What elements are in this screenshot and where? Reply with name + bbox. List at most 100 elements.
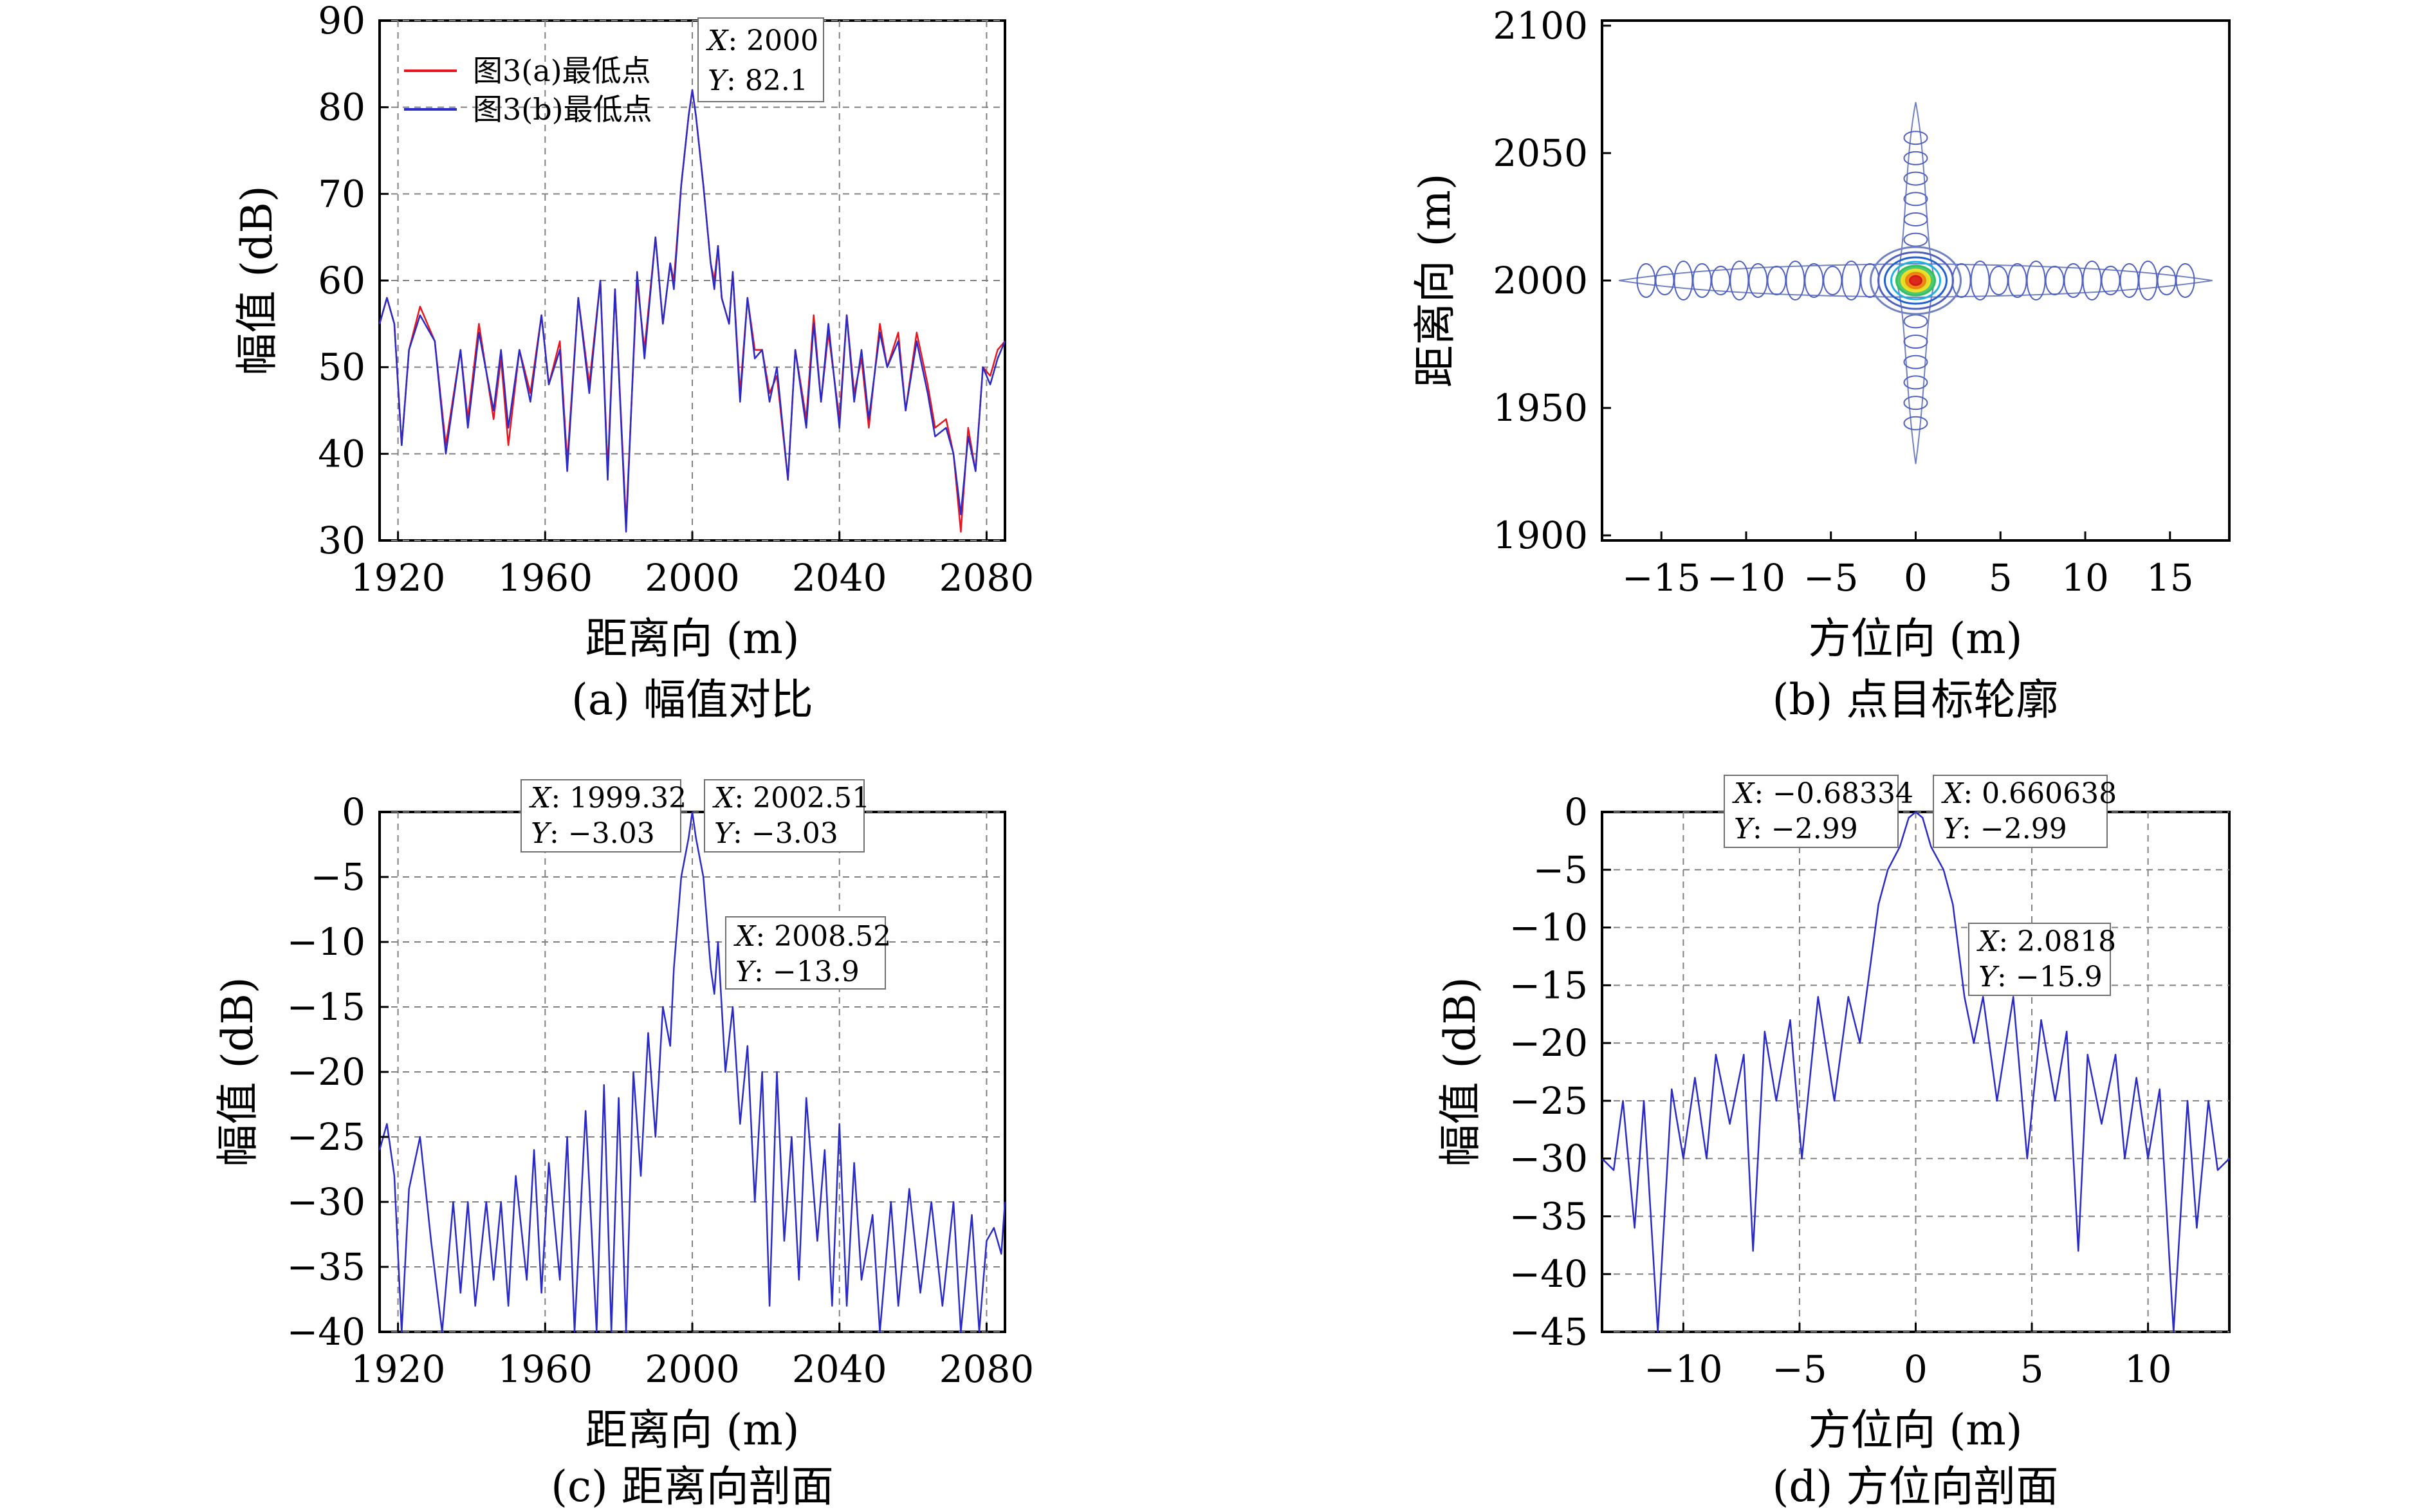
x-tick-label: 2040	[792, 556, 887, 600]
series-line-1	[1601, 811, 2230, 1333]
panel-a-xlabel: 距离向 (m)	[585, 614, 799, 663]
panel-a-ticks: 1920 1960 2000 2040 2080 30 40 50 60 70 80 90	[318, 0, 1034, 600]
panel-b-caption: (b) 点目标轮廓	[1773, 675, 2059, 724]
panel-d-xlabel: 方位向 (m)	[1808, 1405, 2022, 1455]
datatip-x-label: X: 0.660638	[1941, 777, 2117, 810]
x-tick-label: 2000	[645, 556, 740, 600]
contour-sidelobe	[1903, 192, 1928, 207]
datatip-y-label: Y: −3.03	[714, 817, 838, 850]
panel-b-ticks: −15 −10 −5 0 5 10 15 1900 1950 2000 2050 2100	[1493, 4, 2193, 600]
panel-c-ylabel: 幅值 (dB)	[213, 977, 263, 1166]
panel-a: 1920 1960 2000 2040 2080 30 40 50 60 70 80 90 图3(a)…	[232, 0, 1034, 724]
y-tick-label: 2050	[1493, 131, 1588, 175]
x-tick-label: 0	[1904, 1347, 1928, 1391]
x-tick-label: −5	[1772, 1347, 1827, 1391]
x-tick-label: 1920	[351, 556, 446, 600]
x-tick-label: −10	[1644, 1347, 1722, 1391]
contour-mainlobe	[1890, 261, 1941, 300]
x-tick-label: 2000	[645, 1347, 740, 1391]
y-tick-label: −25	[287, 1115, 365, 1159]
y-tick-label: 2000	[1493, 259, 1588, 302]
panel-d-datatip-2[interactable]: X: 0.660638 Y: −2.99	[1933, 775, 2117, 848]
panel-b-ylabel: 距离向 (m)	[1410, 173, 1460, 387]
y-tick-label: 90	[318, 0, 365, 42]
panel-c-datatip-3[interactable]: X: 2008.52 Y: −13.9	[725, 916, 891, 990]
x-tick-label: 10	[2124, 1347, 2172, 1391]
datatip-x-label: X: 2002.51	[712, 782, 870, 815]
y-tick-label: 80	[318, 86, 365, 129]
y-tick-label: −10	[287, 920, 365, 964]
x-tick-label: 10	[2061, 556, 2109, 600]
contour-mainlobe	[1877, 251, 1954, 310]
legend-label-a-red: 图3(a)最低点	[473, 53, 651, 88]
panel-a-datatip-1[interactable]: X: 2000 Y: 82.1	[697, 17, 824, 102]
x-tick-label: 0	[1904, 556, 1928, 600]
y-tick-label: 30	[318, 519, 365, 562]
y-tick-label: −10	[1509, 906, 1588, 950]
panel-d-ticks: −10 −5 0 5 10 0 −5 −10 −15 −20 −25 −30 −35 −40 −45	[1509, 790, 2172, 1391]
panel-b: −15 −10 −5 0 5 10 15 1900 1950 2000 2050 2100 方位向 (…	[1410, 4, 2231, 724]
x-tick-label: 2080	[939, 1347, 1035, 1391]
contour-azimuth-lobe	[1619, 263, 2213, 299]
x-tick-label: 2080	[939, 556, 1035, 600]
y-tick-label: −45	[1509, 1310, 1588, 1354]
legend-label-a-blue: 图3(b)最低点	[473, 92, 652, 127]
x-tick-label: 1960	[497, 1347, 593, 1391]
y-tick-label: 0	[342, 790, 365, 834]
contour-sidelobe	[1903, 355, 1928, 369]
contour-sidelobe	[2175, 263, 2195, 298]
x-tick-label: −15	[1622, 556, 1700, 600]
panel-a-grid	[380, 20, 1005, 541]
y-tick-label: −30	[287, 1180, 365, 1224]
panel-c-datatip-1[interactable]: X: 1999.32 Y: −3.03	[520, 779, 686, 853]
y-tick-label: −15	[287, 985, 365, 1029]
panel-c-grid	[380, 811, 1005, 1332]
x-tick-label: 2040	[792, 1347, 887, 1391]
series-line-1	[378, 811, 1006, 1333]
x-tick-label: 5	[1989, 556, 2013, 600]
y-tick-label: 50	[318, 346, 365, 389]
datatip-x-label: X: −0.68334	[1732, 777, 1913, 810]
y-tick-label: −40	[287, 1310, 365, 1354]
panel-d-caption: (d) 方位向剖面	[1773, 1462, 2059, 1511]
datatip-x-label: X: 2000	[706, 24, 818, 57]
panel-c-series	[378, 811, 1006, 1333]
panel-c-caption: (c) 距离向剖面	[551, 1462, 833, 1511]
y-tick-label: −20	[287, 1050, 365, 1094]
contour-sidelobe	[1903, 375, 1928, 390]
contour-range-lobe	[1895, 102, 1936, 465]
y-tick-label: 0	[1564, 790, 1588, 834]
datatip-y-label: Y: −2.99	[1734, 813, 1858, 845]
panel-c-xlabel: 距离向 (m)	[585, 1405, 799, 1455]
panel-a-legend: 图3(a)最低点 图3(b)最低点	[404, 53, 652, 127]
x-tick-label: 1960	[497, 556, 593, 600]
y-tick-label: −5	[1533, 848, 1589, 892]
contour-sidelobe	[1903, 151, 1928, 165]
datatip-x-label: X: 2008.52	[733, 920, 891, 953]
y-tick-label: −15	[1509, 963, 1588, 1007]
contour-sidelobe	[1903, 416, 1928, 430]
contour-sidelobe	[1903, 396, 1928, 410]
x-tick-label: 1920	[351, 1347, 446, 1391]
panel-c-ticks: 1920 1960 2000 2040 2080 0 −5 −10 −15 −20 −25 −30 −3…	[287, 790, 1035, 1391]
datatip-y-label: Y: 82.1	[708, 64, 808, 97]
x-tick-label: −10	[1707, 556, 1785, 600]
datatip-y-label: Y: −15.9	[1978, 961, 2103, 993]
panel-d-datatip-3[interactable]: X: 2.0818 Y: −15.9	[1968, 923, 2116, 996]
panel-c-datatip-2[interactable]: X: 2002.51 Y: −3.03	[704, 779, 870, 853]
contour-mainlobe	[1870, 246, 1962, 315]
x-tick-label: 5	[2020, 1347, 2044, 1391]
y-tick-label: 1950	[1493, 386, 1588, 430]
datatip-y-label: Y: −3.03	[531, 817, 655, 850]
y-tick-label: −20	[1509, 1021, 1588, 1065]
contour-mainlobe	[1909, 275, 1922, 286]
datatip-y-label: Y: −13.9	[735, 955, 860, 988]
datatip-x-label: X: 2.0818	[1976, 925, 2116, 958]
series-line-2	[378, 89, 1006, 533]
y-tick-label: −30	[1509, 1137, 1588, 1181]
panel-a-caption: (a) 幅值对比	[571, 675, 813, 724]
panel-d-datatip-1[interactable]: X: −0.68334 Y: −2.99	[1724, 775, 1913, 848]
contour-sidelobe	[1903, 171, 1928, 186]
y-tick-label: −35	[287, 1245, 365, 1289]
